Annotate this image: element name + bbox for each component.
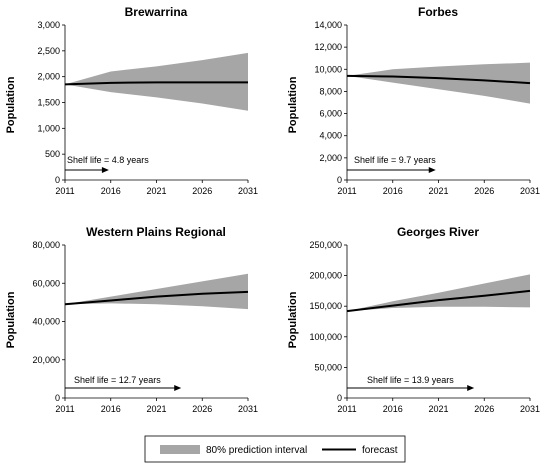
forecast-line bbox=[64, 81, 248, 86]
y-tick-label: 6,000 bbox=[319, 109, 342, 119]
chart-marks bbox=[346, 274, 531, 313]
legend: 80% prediction interval forecast bbox=[144, 435, 406, 463]
panel-title: Brewarrina bbox=[125, 5, 188, 19]
prediction-band bbox=[347, 62, 530, 104]
forecast-line bbox=[346, 289, 531, 313]
y-tick-label: 500 bbox=[45, 149, 60, 159]
y-tick-label: 80,000 bbox=[32, 240, 60, 250]
y-tick-label: 2,000 bbox=[319, 153, 342, 163]
x-tick-label: 2021 bbox=[146, 186, 166, 196]
x-tick-label: 2031 bbox=[238, 404, 258, 414]
y-tick-label: 2,000 bbox=[37, 72, 60, 82]
prediction-band bbox=[347, 274, 530, 312]
x-tick-label: 2026 bbox=[474, 186, 494, 196]
x-tick-label: 2016 bbox=[101, 186, 121, 196]
y-tick-label: 1,500 bbox=[37, 98, 60, 108]
x-tick-label: 2016 bbox=[383, 404, 403, 414]
panel-title: Western Plains Regional bbox=[86, 225, 226, 239]
legend-band-label: 80% prediction interval bbox=[206, 445, 307, 456]
y-tick-label: 60,000 bbox=[32, 278, 60, 288]
y-tick-label: 50,000 bbox=[314, 362, 342, 372]
x-tick-label: 2021 bbox=[428, 186, 448, 196]
forecast-line bbox=[346, 74, 531, 85]
panel-western-plains-regional: Western Plains Regional Population 0 20,0… bbox=[5, 225, 258, 414]
prediction-band bbox=[65, 273, 248, 310]
chart-axes: 0 20,000 40,000 60,000 80,000 2011 2016 2021 202… bbox=[32, 240, 258, 414]
chart-axes: 0 500 1,000 1,500 2,000 2,500 3,000 2011 2016 202… bbox=[37, 20, 258, 196]
shelf-life-arrowhead bbox=[174, 385, 182, 391]
chart-marks bbox=[64, 52, 248, 111]
y-tick-label: 20,000 bbox=[32, 355, 60, 365]
y-tick-label: 1,000 bbox=[37, 123, 60, 133]
shelf-life-arrowhead bbox=[101, 167, 109, 173]
chart-axes: 0 50,000 100,000 150,000 200,000 250,000 2011 2… bbox=[309, 240, 540, 414]
shelf-life-arrowhead bbox=[428, 167, 436, 173]
y-tick-label: 150,000 bbox=[309, 301, 342, 311]
y-tick-label: 4,000 bbox=[319, 131, 342, 141]
y-tick-label: 250,000 bbox=[309, 240, 342, 250]
x-tick-label: 2021 bbox=[146, 404, 166, 414]
x-tick-label: 2031 bbox=[520, 186, 540, 196]
panel-title: Georges River bbox=[397, 225, 479, 239]
shelf-life: Shelf life = 13.9 years bbox=[347, 375, 475, 391]
y-tick-label: 12,000 bbox=[314, 42, 342, 52]
legend-line-label: forecast bbox=[362, 445, 398, 456]
x-tick-label: 2026 bbox=[192, 186, 212, 196]
y-tick-label: 0 bbox=[55, 175, 60, 185]
shelf-life: Shelf life = 9.7 years bbox=[347, 155, 436, 173]
x-tick-label: 2031 bbox=[238, 186, 258, 196]
chart-marks bbox=[346, 62, 531, 104]
chart-marks bbox=[64, 273, 249, 310]
y-tick-label: 0 bbox=[337, 175, 342, 185]
shelf-life-arrowhead bbox=[467, 385, 475, 391]
y-tick-label: 2,500 bbox=[37, 46, 60, 56]
y-tick-label: 14,000 bbox=[314, 20, 342, 30]
x-tick-label: 2011 bbox=[337, 404, 356, 414]
x-tick-label: 2011 bbox=[55, 404, 74, 414]
y-axis-title: Population bbox=[5, 291, 17, 348]
y-tick-label: 0 bbox=[337, 393, 342, 403]
y-tick-label: 0 bbox=[55, 393, 60, 403]
panel-forbes: Forbes Population 0 2,000 4,000 6,000 8,000 1… bbox=[287, 5, 540, 196]
shelf-life-label: Shelf life = 4.8 years bbox=[67, 155, 149, 165]
y-axis-title: Population bbox=[287, 291, 299, 348]
y-tick-label: 10,000 bbox=[314, 64, 342, 74]
panel-georges-river: Georges River Population 0 50,000 100,000 1… bbox=[287, 225, 540, 414]
y-tick-label: 8,000 bbox=[319, 86, 342, 96]
chart-axes: 0 2,000 4,000 6,000 8,000 10,000 12,000 14,000 2… bbox=[314, 20, 540, 196]
x-tick-label: 2026 bbox=[474, 404, 494, 414]
y-axis-title: Population bbox=[287, 76, 299, 133]
x-tick-label: 2011 bbox=[55, 186, 74, 196]
panel-brewarrina: Brewarrina Population 0 500 1,000 1,500 2,00… bbox=[5, 5, 258, 196]
legend-band-swatch bbox=[160, 445, 200, 454]
shelf-life-label: Shelf life = 9.7 years bbox=[354, 155, 436, 165]
y-tick-label: 100,000 bbox=[309, 332, 342, 342]
forecast-line bbox=[64, 290, 249, 306]
x-tick-label: 2031 bbox=[520, 404, 540, 414]
shelf-life: Shelf life = 12.7 years bbox=[65, 375, 182, 391]
shelf-life-label: Shelf life = 13.9 years bbox=[367, 375, 454, 385]
x-tick-label: 2016 bbox=[101, 404, 121, 414]
x-tick-label: 2026 bbox=[192, 404, 212, 414]
x-tick-label: 2021 bbox=[428, 404, 448, 414]
y-axis-title: Population bbox=[5, 76, 17, 133]
x-tick-label: 2016 bbox=[383, 186, 403, 196]
y-tick-label: 3,000 bbox=[37, 20, 60, 30]
shelf-life: Shelf life = 4.8 years bbox=[65, 155, 149, 173]
panel-title: Forbes bbox=[418, 5, 458, 19]
x-tick-label: 2011 bbox=[337, 186, 356, 196]
shelf-life-label: Shelf life = 12.7 years bbox=[74, 375, 161, 385]
y-tick-label: 40,000 bbox=[32, 317, 60, 327]
y-tick-label: 200,000 bbox=[309, 271, 342, 281]
